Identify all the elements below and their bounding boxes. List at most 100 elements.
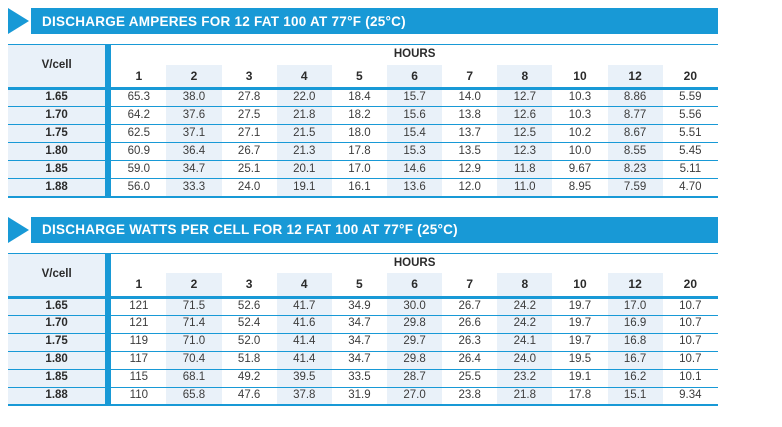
data-cell: 51.8 <box>221 351 277 370</box>
data-cell: 17.0 <box>607 297 663 316</box>
hour-header-cell: 7 <box>442 273 498 299</box>
data-cell: 8.95 <box>552 178 608 197</box>
data-cell: 19.7 <box>552 297 608 316</box>
data-cell: 71.4 <box>166 315 222 334</box>
data-cell: 8.23 <box>607 160 663 179</box>
data-cell: 18.0 <box>331 124 387 143</box>
data-cell: 17.0 <box>331 160 387 179</box>
data-cell: 10.7 <box>662 351 718 370</box>
vcell-corner-label: V/cell <box>8 253 106 299</box>
data-cell: 121 <box>111 315 167 334</box>
data-cell: 23.2 <box>497 369 553 388</box>
data-cell: 19.1 <box>552 369 608 388</box>
data-cell: 29.7 <box>386 333 443 352</box>
data-cell: 12.3 <box>497 142 553 161</box>
table-row: 1.88 110 65.8 47.6 37.8 31.9 27.0 23.8 21.8 17.8 1… <box>8 387 718 406</box>
data-cell: 33.3 <box>166 178 222 197</box>
data-cell: 15.6 <box>386 106 443 125</box>
data-cell: 21.3 <box>276 142 332 161</box>
data-cell: 22.0 <box>276 88 332 107</box>
table-row: 1.85 59.0 34.7 25.1 20.1 17.0 14.6 12.9 11.8 9.67… <box>8 160 718 179</box>
section-header-bar: DISCHARGE WATTS PER CELL FOR 12 FAT 100 … <box>31 216 718 243</box>
hour-header-cell: 6 <box>386 273 443 299</box>
data-cell: 28.7 <box>386 369 443 388</box>
table-row: 1.65 65.3 38.0 27.8 22.0 18.4 15.7 14.0 12.7 10.3… <box>8 88 718 107</box>
hour-header-cell: 12 <box>607 273 663 299</box>
data-cell: 12.0 <box>442 178 498 197</box>
table-row: 1.88 56.0 33.3 24.0 19.1 16.1 13.6 12.0 11.0 8.95… <box>8 178 718 197</box>
data-cell: 11.0 <box>497 178 553 197</box>
vcell-value: 1.70 <box>8 315 106 334</box>
table-header-row: V/cell HOURS <box>8 253 718 405</box>
vcell-value: 1.80 <box>8 351 106 370</box>
data-cell: 26.7 <box>442 297 498 316</box>
data-cell: 20.1 <box>276 160 332 179</box>
vcell-value: 1.88 <box>8 178 106 197</box>
data-cell: 119 <box>111 333 167 352</box>
data-cell: 29.8 <box>386 315 443 334</box>
data-cell: 29.8 <box>386 351 443 370</box>
data-cell: 70.4 <box>166 351 222 370</box>
discharge-watts-table: V/cell HOURS 1 2 3 4 5 6 7 8 10 12 20 1.65 121 71.5 52.6… <box>8 252 718 406</box>
column-divider <box>105 253 112 405</box>
data-cell: 34.7 <box>331 351 387 370</box>
watts-header-row: DISCHARGE WATTS PER CELL FOR 12 FAT 100 … <box>8 216 718 243</box>
data-cell: 27.8 <box>221 88 277 107</box>
data-cell: 24.2 <box>497 297 553 316</box>
data-cell: 5.11 <box>662 160 718 179</box>
data-cell: 10.0 <box>552 142 608 161</box>
data-cell: 19.1 <box>276 178 332 197</box>
data-cell: 121 <box>111 297 167 316</box>
data-cell: 37.8 <box>276 387 332 406</box>
data-cell: 52.6 <box>221 297 277 316</box>
data-cell: 5.56 <box>662 106 718 125</box>
data-cell: 52.4 <box>221 315 277 334</box>
data-cell: 41.6 <box>276 315 332 334</box>
data-cell: 24.0 <box>221 178 277 197</box>
data-cell: 26.4 <box>442 351 498 370</box>
table-row: 1.80 60.9 36.4 26.7 21.3 17.8 15.3 13.5 12.3 10.0… <box>8 142 718 161</box>
data-cell: 4.70 <box>662 178 718 197</box>
data-cell: 16.7 <box>607 351 663 370</box>
hour-header-cell: 2 <box>166 64 222 90</box>
vcell-value: 1.70 <box>8 106 106 125</box>
data-cell: 71.5 <box>166 297 222 316</box>
vcell-value: 1.85 <box>8 160 106 179</box>
data-cell: 41.4 <box>276 351 332 370</box>
watts-section: DISCHARGE WATTS PER CELL FOR 12 FAT 100 … <box>8 216 718 406</box>
data-cell: 18.2 <box>331 106 387 125</box>
data-cell: 39.5 <box>276 369 332 388</box>
hour-header-cell: 10 <box>552 273 608 299</box>
data-cell: 110 <box>111 387 167 406</box>
data-cell: 41.4 <box>276 333 332 352</box>
section-title: DISCHARGE AMPERES FOR 12 FAT 100 AT 77°F… <box>42 13 406 29</box>
vcell-value: 1.85 <box>8 369 106 388</box>
hour-header-cell: 8 <box>497 273 553 299</box>
data-cell: 71.0 <box>166 333 222 352</box>
data-cell: 13.5 <box>442 142 498 161</box>
data-cell: 13.8 <box>442 106 498 125</box>
data-cell: 14.0 <box>442 88 498 107</box>
hour-header-cell: 6 <box>386 64 443 90</box>
data-cell: 16.9 <box>607 315 663 334</box>
vcell-value: 1.88 <box>8 387 106 406</box>
hour-header-cell: 7 <box>442 64 498 90</box>
hour-header-cell: 8 <box>497 64 553 90</box>
section-header-bar: DISCHARGE AMPERES FOR 12 FAT 100 AT 77°F… <box>31 8 718 34</box>
data-cell: 23.8 <box>442 387 498 406</box>
vcell-value: 1.65 <box>8 297 106 316</box>
hours-label: HOURS <box>393 256 436 269</box>
data-cell: 10.7 <box>662 333 718 352</box>
data-cell: 5.45 <box>662 142 718 161</box>
data-cell: 24.0 <box>497 351 553 370</box>
data-cell: 36.4 <box>166 142 222 161</box>
data-cell: 34.9 <box>331 297 387 316</box>
data-cell: 19.7 <box>552 333 608 352</box>
data-cell: 115 <box>111 369 167 388</box>
vcell-value: 1.65 <box>8 88 106 107</box>
data-cell: 34.7 <box>331 315 387 334</box>
data-cell: 10.3 <box>552 106 608 125</box>
hour-header-cell: 5 <box>331 64 387 90</box>
data-cell: 10.2 <box>552 124 608 143</box>
data-cell: 38.0 <box>166 88 222 107</box>
